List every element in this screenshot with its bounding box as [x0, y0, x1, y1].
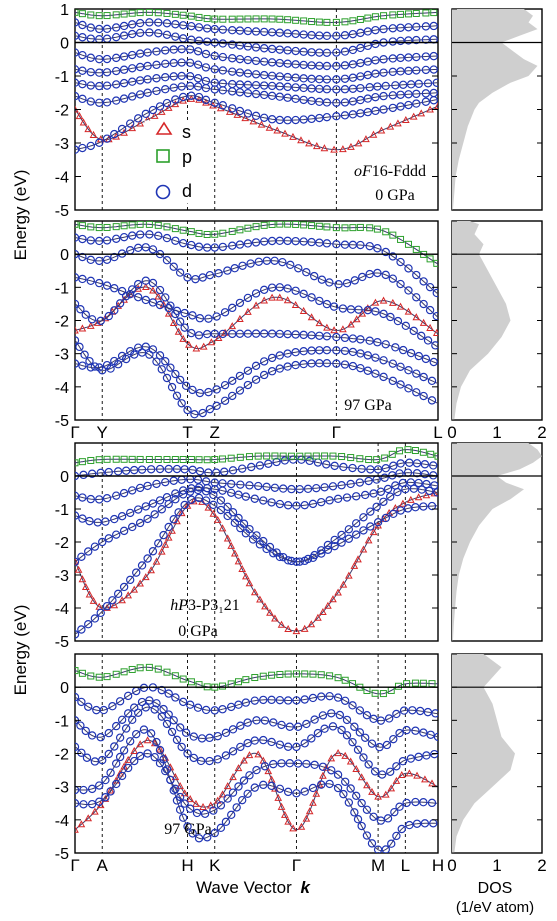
x-tick-label: A: [97, 856, 109, 875]
legend-box: [145, 121, 213, 203]
y-tick-label: -2: [55, 535, 69, 552]
x-tick-label: Γ: [70, 856, 79, 875]
y-axis-label-upper: Energy (eV): [11, 170, 30, 261]
y-tick-label: -2: [55, 103, 69, 120]
x-tick-label: H: [181, 856, 193, 875]
legend-label-p: p: [182, 147, 192, 167]
x-axis-label-text: Wave Vector: [196, 878, 292, 897]
y-tick-label: -4: [55, 380, 69, 397]
x-tick-label: Z: [210, 423, 220, 442]
legend-label-d: d: [182, 181, 192, 201]
dos-tick-label: 1: [492, 423, 501, 442]
x-tick-label: H: [432, 856, 444, 875]
band-panel-1: 1 0 -1 -2 -3 -4 -5: [55, 2, 542, 220]
y-tick-label: 0: [60, 469, 69, 486]
x-tick-label: T: [182, 423, 192, 442]
y-tick-label: 0: [60, 680, 69, 697]
x-tick-label: M: [371, 856, 385, 875]
legend-label-s: s: [182, 122, 191, 142]
y-axis-label-lower: Energy (eV): [11, 605, 30, 696]
y-tick-label: -5: [55, 634, 69, 651]
x-tick-label: Γ: [292, 856, 301, 875]
pressure-label-2: 97 GPa: [344, 397, 392, 414]
y-tick-label: 1: [60, 2, 69, 19]
x-axis-label-k: k: [301, 878, 312, 897]
y-tick-label: -2: [55, 747, 69, 764]
structure-label-1: oF16-Fddd: [354, 163, 426, 180]
dos-tick-label: 1: [492, 856, 501, 875]
y-tick-label: -1: [55, 69, 69, 86]
dos-tick-label: 0: [447, 423, 456, 442]
band-panel-3: 0 -1 -2 -3 -4 -5: [55, 443, 542, 651]
dos-tick-label: 2: [537, 423, 546, 442]
x-tick-label: L: [401, 856, 410, 875]
y-tick-label: -4: [55, 170, 69, 187]
x-axis-label: Wave Vector k: [196, 878, 311, 897]
y-tick-label: -1: [55, 280, 69, 297]
y-tick-label: -3: [55, 780, 69, 797]
y-tick-label: -1: [55, 502, 69, 519]
y-tick-label: -3: [55, 568, 69, 585]
band-panel-4: 0-1-2-3-4-5Γ A H K Γ M L H 0 1 2: [55, 654, 547, 875]
structure-label-3: hP3-P3₁21: [170, 597, 240, 614]
y-tick-label: 0: [60, 36, 69, 53]
dos-tick-label: 2: [537, 856, 546, 875]
y-tick-label: -4: [55, 601, 69, 618]
band-panel-2: 0-1-2-3-4-5Γ Y T Z Γ L 0 1 2: [55, 221, 547, 442]
legend: s p d: [145, 121, 213, 203]
y-tick-label: -5: [55, 203, 69, 220]
y-tick-label: -1: [55, 713, 69, 730]
y-tick-label: -2: [55, 314, 69, 331]
y-tick-label: -3: [55, 347, 69, 364]
pressure-label-1: 0 GPa: [375, 187, 415, 204]
y-tick-label: -3: [55, 136, 69, 153]
y-tick-label: -5: [55, 846, 69, 863]
dos-axis-label: DOS: [478, 880, 513, 897]
x-tick-label: L: [433, 423, 442, 442]
y-tick-label: -5: [55, 413, 69, 430]
y-tick-label: -4: [55, 813, 69, 830]
x-tick-label: Y: [97, 423, 108, 442]
x-tick-label: Γ: [332, 423, 341, 442]
dos-axis-units: (1/eV atom): [456, 899, 534, 916]
x-tick-label: K: [209, 856, 221, 875]
pressure-label-4: 97 GPa: [164, 821, 212, 838]
x-tick-label: Γ: [70, 423, 79, 442]
y-tick-label: 0: [60, 247, 69, 264]
dos-tick-label: 0: [447, 856, 456, 875]
pressure-label-3: 0 GPa: [178, 623, 218, 640]
